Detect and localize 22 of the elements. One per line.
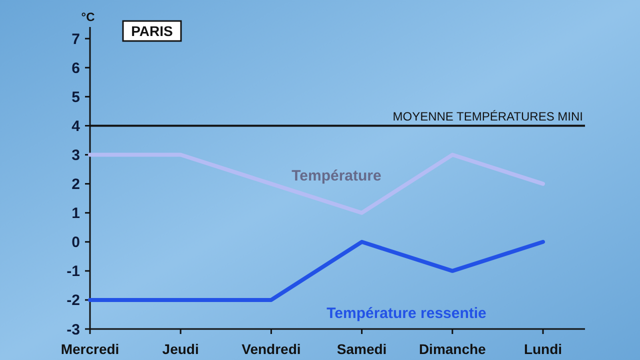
- y-tick-label: 4: [72, 118, 81, 135]
- y-tick-label: -1: [66, 263, 80, 280]
- y-axis-title: °C: [81, 10, 96, 24]
- y-tick-label: -2: [66, 292, 80, 310]
- text: Température ressentie: [326, 304, 486, 322]
- chart-title: PARIS: [131, 23, 173, 39]
- y-tick-label: 3: [72, 147, 80, 164]
- x-tick-label: Vendredi: [242, 341, 301, 357]
- x-tick-label: Mercredi: [60, 341, 120, 357]
- y-tick-label: -3: [66, 321, 80, 338]
- ref-line-label: MOYENNE TEMPÉRATURES MINI: [392, 110, 583, 124]
- y-tick-label: 1: [72, 205, 80, 222]
- y-tick-label: 5: [72, 88, 80, 106]
- y-tick-label: 2: [72, 176, 80, 194]
- series-label: Température: [292, 167, 382, 184]
- x-tick-label: Dimanche: [418, 341, 486, 357]
- y-tick-label: 6: [72, 60, 80, 77]
- x-tick-label: Jeudi: [162, 341, 199, 357]
- y-tick-label: 0: [72, 234, 80, 252]
- y-tick-label: 7: [72, 30, 80, 48]
- x-tick-label: Lundi: [524, 341, 562, 357]
- x-tick-label: Samedi: [336, 341, 387, 357]
